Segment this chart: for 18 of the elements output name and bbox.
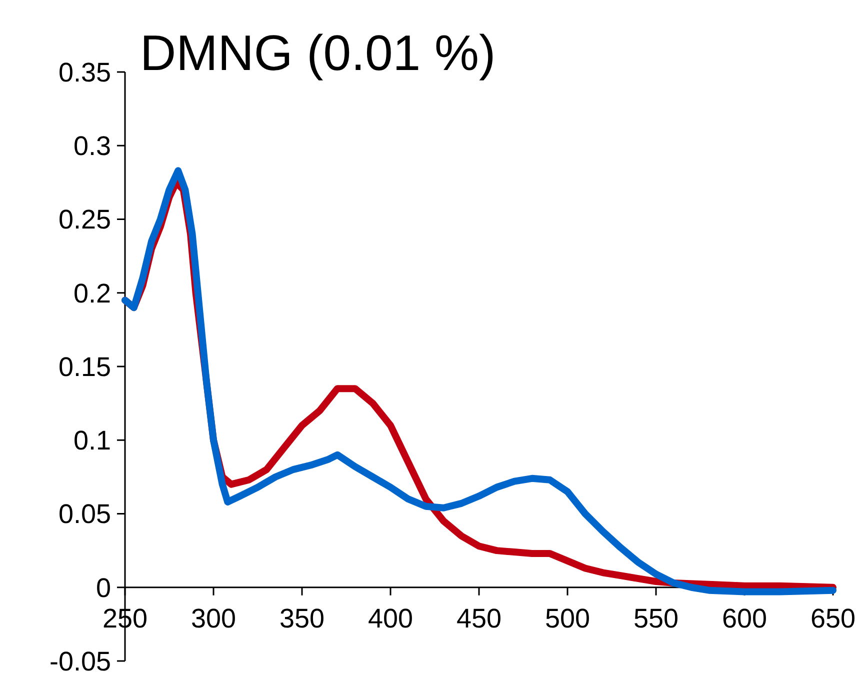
x-tick-label: 550 bbox=[633, 603, 679, 634]
x-tick-label: 400 bbox=[368, 603, 414, 634]
y-tick-label: 0 bbox=[96, 572, 111, 603]
y-tick-label: 0.3 bbox=[73, 131, 111, 162]
x-tick-label: 650 bbox=[810, 603, 856, 634]
y-tick-label: 0.25 bbox=[58, 204, 111, 235]
x-tick-label: 350 bbox=[279, 603, 325, 634]
x-tick-label: 300 bbox=[190, 603, 236, 634]
y-tick-label: 0.2 bbox=[73, 278, 111, 308]
y-tick-label: -0.05 bbox=[49, 646, 111, 676]
x-tick-label: 600 bbox=[722, 603, 768, 634]
chart-title: DMNG (0.01 %) bbox=[140, 25, 496, 81]
x-tick-label: 450 bbox=[456, 603, 502, 634]
y-tick-label: 0.15 bbox=[58, 352, 111, 382]
y-tick-label: 0.35 bbox=[58, 57, 111, 88]
y-tick-label: 0.1 bbox=[73, 426, 111, 456]
x-tick-label: 500 bbox=[544, 603, 590, 634]
y-tick-label: 0.05 bbox=[58, 499, 111, 530]
